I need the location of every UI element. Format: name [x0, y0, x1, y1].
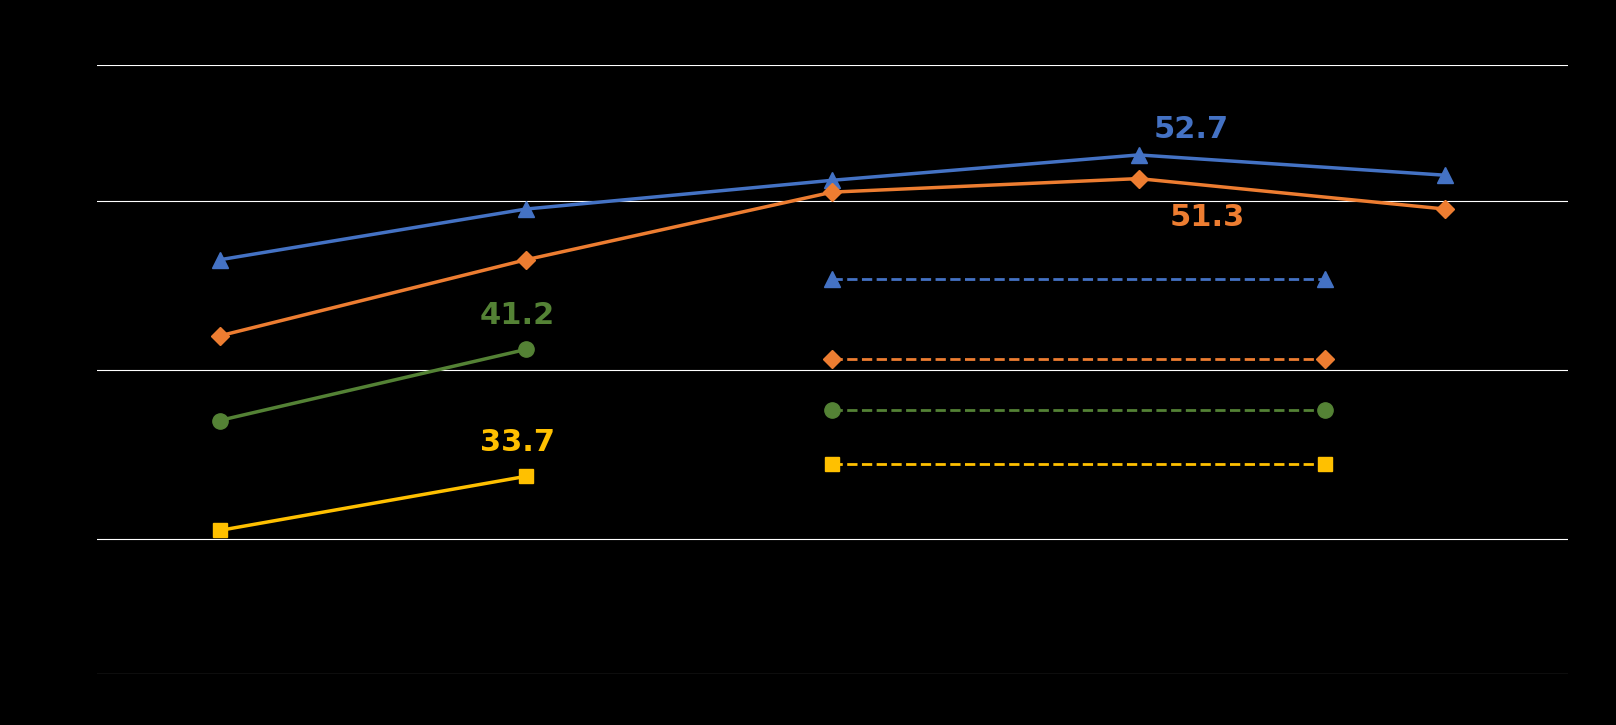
Text: 51.3: 51.3: [1170, 203, 1244, 232]
Text: 41.2: 41.2: [480, 301, 556, 330]
Text: 33.7: 33.7: [480, 428, 554, 457]
Text: 52.7: 52.7: [1154, 115, 1230, 144]
